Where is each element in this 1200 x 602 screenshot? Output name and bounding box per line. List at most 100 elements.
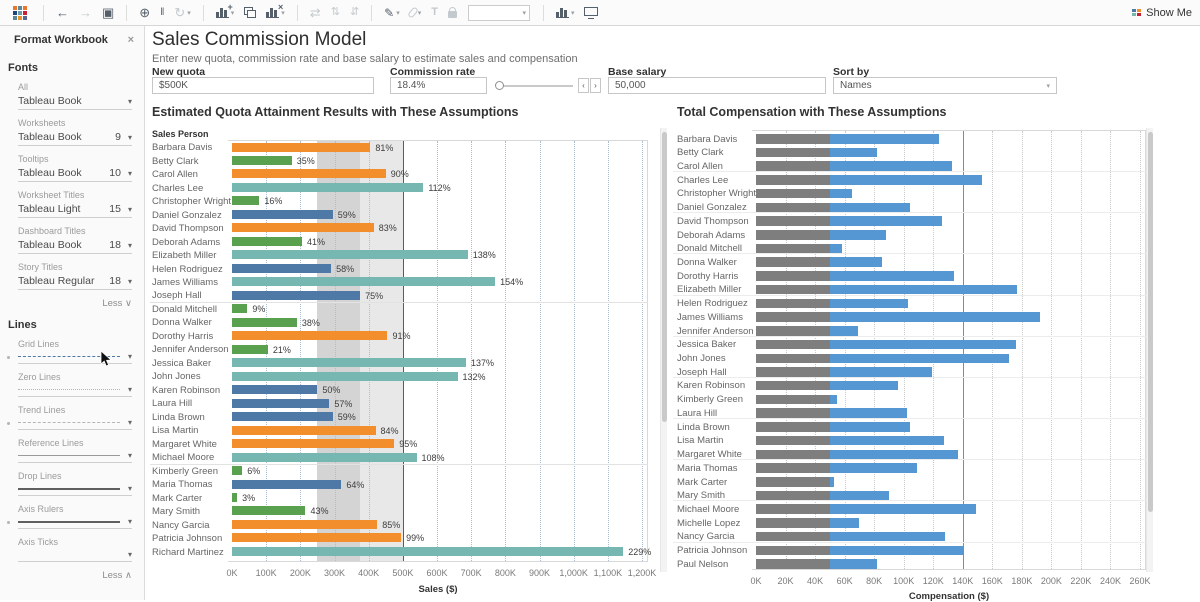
commission-rate-input[interactable]: 18.4%: [390, 77, 487, 94]
commission-bar[interactable]: [829, 463, 917, 473]
highlight-pen-icon[interactable]: ✎ ▾: [384, 5, 400, 20]
commission-bar[interactable]: [829, 545, 965, 556]
attainment-bar[interactable]: [232, 290, 361, 300]
slider-knob[interactable]: [495, 81, 504, 90]
base-salary-bar[interactable]: [756, 353, 830, 364]
left-chart-scrollbar[interactable]: [660, 128, 667, 572]
line-field-dropdown[interactable]: ▾: [7, 349, 132, 364]
text-label-icon[interactable]: T: [431, 6, 438, 18]
fonts-less-link[interactable]: Less ∨: [102, 298, 132, 309]
forward-arrow-icon[interactable]: →: [79, 5, 92, 20]
commission-bar[interactable]: [829, 326, 858, 336]
commission-bar[interactable]: [829, 271, 954, 281]
base-salary-bar[interactable]: [756, 422, 830, 432]
commission-bar[interactable]: [829, 408, 907, 418]
font-field-dropdown[interactable]: Tableau Book 9 ▾: [18, 128, 132, 146]
base-salary-bar[interactable]: [756, 312, 830, 322]
tableau-logo-icon[interactable]: [13, 5, 31, 20]
line-field-dropdown[interactable]: ▾: [18, 547, 132, 562]
lines-less-link[interactable]: Less ∧: [102, 570, 132, 581]
fit-selector[interactable]: ▾: [467, 4, 530, 21]
base-salary-bar[interactable]: [756, 380, 830, 391]
attainment-bar[interactable]: [232, 492, 238, 502]
attainment-bar[interactable]: [232, 425, 376, 435]
base-salary-bar[interactable]: [756, 147, 830, 158]
base-salary-bar[interactable]: [756, 559, 830, 569]
commission-bar[interactable]: [829, 175, 982, 185]
commission-bar[interactable]: [829, 531, 946, 542]
attainment-bar[interactable]: [232, 182, 424, 192]
base-salary-bar[interactable]: [756, 518, 830, 528]
font-field-dropdown[interactable]: Tableau Book 18 ▾: [18, 236, 132, 254]
commission-bar[interactable]: [829, 298, 909, 309]
base-salary-bar[interactable]: [756, 477, 830, 487]
close-icon[interactable]: ×: [127, 34, 134, 46]
line-field-dropdown[interactable]: ▾: [18, 448, 132, 463]
base-salary-bar[interactable]: [756, 202, 830, 213]
base-salary-bar[interactable]: [756, 298, 830, 309]
attainment-bar[interactable]: [232, 385, 318, 395]
base-salary-bar[interactable]: [756, 230, 830, 240]
base-salary-bar[interactable]: [756, 394, 830, 405]
commission-bar[interactable]: [829, 188, 852, 199]
base-salary-bar[interactable]: [756, 175, 830, 185]
attainment-bar[interactable]: [232, 317, 297, 327]
commission-bar[interactable]: [829, 518, 860, 528]
scrollbar-thumb[interactable]: [1148, 132, 1153, 512]
line-field-dropdown[interactable]: ▾: [18, 382, 132, 397]
base-salary-bar[interactable]: [756, 188, 830, 199]
attainment-bar[interactable]: [232, 223, 374, 233]
commission-bar[interactable]: [829, 202, 910, 213]
attainment-bar[interactable]: [232, 304, 248, 314]
commission-bar[interactable]: [829, 161, 953, 171]
commission-bar[interactable]: [829, 504, 977, 514]
attainment-bar[interactable]: [232, 358, 467, 368]
refresh-icon[interactable]: ↻ ▾: [174, 5, 191, 20]
clear-sheet-icon[interactable]: × ▾: [266, 2, 285, 18]
attainment-bar[interactable]: [232, 196, 260, 206]
base-salary-bar[interactable]: [756, 161, 830, 171]
commission-bar[interactable]: [829, 394, 838, 405]
attainment-bar[interactable]: [232, 236, 303, 246]
commission-bar[interactable]: [829, 243, 842, 254]
back-arrow-icon[interactable]: ←: [56, 5, 69, 20]
commission-bar[interactable]: [829, 353, 1009, 364]
base-salary-bar[interactable]: [756, 463, 830, 473]
attainment-bar[interactable]: [232, 452, 417, 462]
attainment-bar[interactable]: [232, 398, 330, 408]
attainment-bar[interactable]: [232, 546, 624, 556]
add-data-source-icon[interactable]: ⊕: [139, 5, 151, 20]
commission-bar[interactable]: [829, 422, 910, 432]
commission-bar[interactable]: [829, 449, 959, 460]
duplicate-sheet-icon[interactable]: [244, 7, 257, 18]
mark-labels-icon[interactable]: ▾: [555, 7, 574, 18]
commission-bar[interactable]: [829, 216, 943, 226]
commission-bar[interactable]: [829, 490, 889, 501]
commission-bar[interactable]: [829, 435, 944, 446]
commission-bar[interactable]: [829, 367, 932, 377]
commission-bar[interactable]: [829, 339, 1016, 350]
swap-rows-columns-icon[interactable]: ⇄: [309, 5, 321, 20]
stepper-prev-button[interactable]: ‹: [578, 78, 589, 93]
commission-bar[interactable]: [829, 230, 886, 240]
line-field-dropdown[interactable]: ▾: [7, 415, 132, 430]
font-field-dropdown[interactable]: Tableau Book 10 ▾: [18, 164, 132, 182]
base-salary-input[interactable]: 50,000: [608, 77, 826, 94]
new-quota-input[interactable]: $500K: [152, 77, 374, 94]
base-salary-bar[interactable]: [756, 504, 830, 514]
line-field-dropdown[interactable]: ▾: [18, 481, 132, 496]
commission-bar[interactable]: [829, 312, 1040, 322]
attainment-bar[interactable]: [232, 142, 371, 152]
stepper-next-button[interactable]: ›: [590, 78, 601, 93]
attainment-bar[interactable]: [232, 250, 468, 260]
sort-ascending-icon[interactable]: ⇅: [330, 6, 340, 18]
attainment-bar[interactable]: [232, 506, 306, 516]
attainment-bar[interactable]: [232, 331, 388, 341]
base-salary-bar[interactable]: [756, 326, 830, 336]
attainment-bar[interactable]: [232, 371, 458, 381]
attainment-bar[interactable]: [232, 439, 395, 449]
base-salary-bar[interactable]: [756, 367, 830, 377]
base-salary-bar[interactable]: [756, 408, 830, 418]
new-worksheet-icon[interactable]: + ▾: [215, 2, 234, 18]
base-salary-bar[interactable]: [756, 243, 830, 254]
